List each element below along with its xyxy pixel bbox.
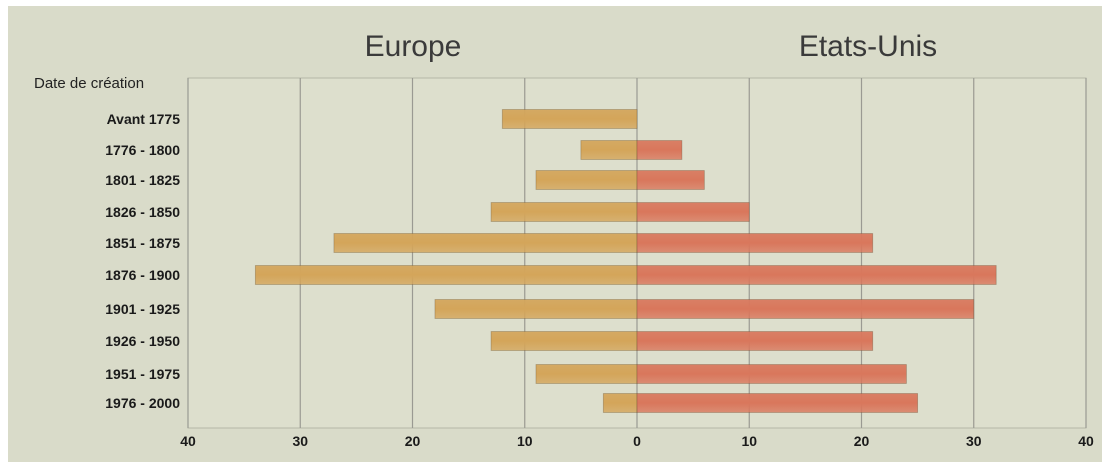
category-label: 1951 - 1975: [105, 366, 180, 382]
category-label: 1801 - 1825: [105, 172, 180, 188]
bars: [254, 109, 997, 413]
x-tick-label: 30: [966, 433, 982, 449]
usa-bar: [636, 202, 750, 222]
usa-bar: [636, 331, 874, 351]
x-tick-label: 20: [405, 433, 421, 449]
usa-bar: [636, 299, 975, 319]
europe-bar: [333, 233, 638, 253]
category-label: 1776 - 1800: [105, 142, 180, 158]
category-label: 1876 - 1900: [105, 267, 180, 283]
right-title: Etats-Unis: [799, 30, 937, 63]
usa-bar: [636, 170, 705, 190]
usa-bar: [636, 265, 997, 285]
europe-bar: [490, 331, 638, 351]
europe-bar: [490, 202, 638, 222]
x-tick-label: 40: [180, 433, 196, 449]
category-label: 1826 - 1850: [105, 204, 180, 220]
x-tick-label: 10: [517, 433, 533, 449]
europe-bar: [535, 364, 638, 384]
europe-bar: [434, 299, 638, 319]
category-label: 1976 - 2000: [105, 395, 180, 411]
category-label: 1926 - 1950: [105, 333, 180, 349]
category-label: 1901 - 1925: [105, 301, 180, 317]
europe-bar: [501, 109, 638, 129]
chart-figure: 40 30 20 10 0 10 20 30 40 Europe Etats-Unis Date…: [8, 6, 1102, 462]
usa-bar: [636, 140, 683, 160]
x-tick-label: 10: [741, 433, 757, 449]
category-label: 1851 - 1875: [105, 235, 180, 251]
x-tick-label: 0: [633, 433, 641, 449]
gridlines: 40 30 20 10 0 10 20 30 40: [180, 78, 1094, 449]
x-tick-label: 30: [292, 433, 308, 449]
x-tick-label: 20: [854, 433, 870, 449]
butterfly-bar-chart: 40 30 20 10 0 10 20 30 40 Europe Etats-Unis Date…: [34, 30, 1094, 449]
usa-bar: [636, 364, 907, 384]
europe-bar: [535, 170, 638, 190]
usa-bar: [636, 233, 874, 253]
category-header: Date de création: [34, 75, 144, 92]
europe-bar: [254, 265, 638, 285]
category-label: Avant 1775: [107, 111, 181, 127]
labels: Europe Etats-Unis Date de création Avant…: [34, 30, 937, 411]
left-title: Europe: [365, 30, 462, 63]
europe-bar: [580, 140, 638, 160]
usa-bar: [636, 393, 919, 413]
europe-bar: [602, 393, 638, 413]
x-tick-label: 40: [1078, 433, 1094, 449]
